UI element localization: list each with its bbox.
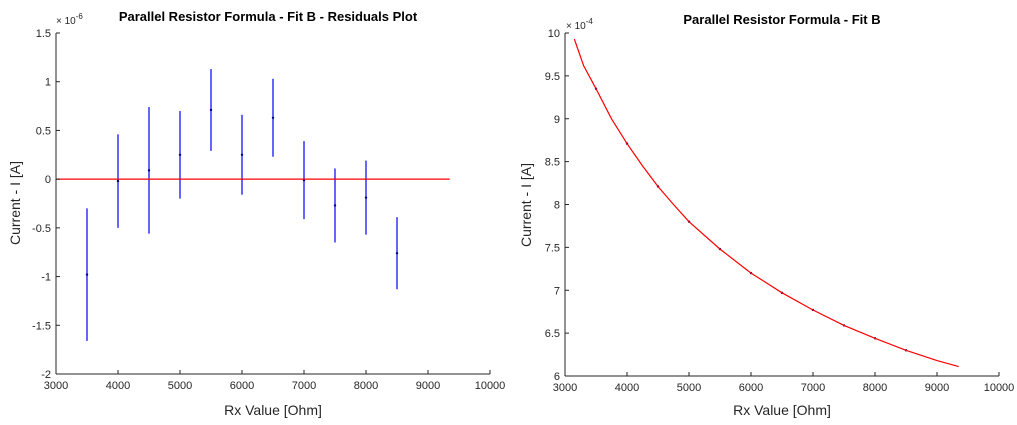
fit-y-tick-label: 9.5 (545, 71, 560, 83)
residuals-data-point (364, 196, 368, 199)
fit-x-tick-label: 4000 (615, 382, 639, 394)
fit-fit-line (573, 38, 959, 368)
residuals-y-tick-label: -1 (41, 272, 51, 284)
residuals-plot-area: 3000 4000 5000 6000 7000 8000 9000 10000 -2 -1.5 -… (32, 28, 505, 392)
residuals-x-tick-label: 6000 (230, 380, 254, 392)
residuals-y-tick-label: 0 (45, 174, 51, 186)
fit-y-tick-label: 10 (548, 28, 560, 40)
fit-y-tick-label: 7 (554, 285, 560, 297)
fit-chart-title: Parallel Resistor Formula - Fit B (683, 12, 880, 27)
fit-y-tick-label: 9 (554, 114, 560, 126)
residuals-x-tick-label: 4000 (106, 380, 130, 392)
fit-y-tick-label: 7.5 (545, 242, 560, 254)
fit-x-axis-label: Rx Value [Ohm] (733, 402, 831, 418)
residuals-data-point (271, 116, 275, 119)
residuals-data-point (85, 273, 89, 276)
fit-y-tick-label: 8.5 (545, 157, 560, 169)
residuals-data-point (240, 153, 244, 156)
residuals-x-tick-label: 3000 (44, 380, 68, 392)
residuals-y-tick-label: 0.5 (36, 125, 51, 137)
fit-chart: Parallel Resistor Formula - Fit B × 10-4… (518, 12, 1014, 418)
residuals-data-point (178, 153, 182, 156)
residuals-data-point (116, 179, 120, 183)
residuals-chart: Parallel Resistor Formula - Fit B - Resi… (7, 9, 505, 418)
residuals-data-point (209, 108, 213, 112)
residuals-x-tick-label: 7000 (292, 380, 316, 392)
residuals-y-tick-label: 1.5 (36, 28, 51, 40)
fit-x-tick-label: 9000 (925, 382, 949, 394)
fit-x-tick-label: 10000 (984, 382, 1015, 394)
residuals-x-tick-label: 10000 (475, 380, 506, 392)
fit-x-tick-label: 6000 (739, 382, 763, 394)
residuals-data-point (333, 204, 337, 207)
fit-plot-area: 3000 4000 5000 6000 7000 8000 9000 10000 6 6.5 7 7.… (545, 28, 1015, 394)
fit-x-tick-label: 5000 (677, 382, 701, 394)
residuals-data-point (147, 169, 151, 172)
fit-x-tick-label: 3000 (553, 382, 577, 394)
fit-y-exponent: × 10-4 (566, 17, 593, 32)
fit-x-tick-label: 7000 (801, 382, 825, 394)
residuals-y-tick-label: -2 (41, 369, 51, 381)
residuals-y-exponent: × 10-6 (56, 12, 83, 27)
residuals-data-point (395, 251, 399, 255)
residuals-chart-title: Parallel Resistor Formula - Fit B - Resi… (119, 9, 418, 24)
residuals-y-tick-label: -0.5 (32, 223, 51, 235)
residuals-y-tick-label: -1.5 (32, 320, 51, 332)
fit-y-axis-label: Current - I [A] (518, 163, 534, 247)
fit-x-tick-label: 8000 (863, 382, 887, 394)
fit-y-tick-label: 8 (554, 200, 560, 212)
fit-y-tick-label: 6 (554, 371, 560, 383)
residuals-x-tick-label: 9000 (416, 380, 440, 392)
residuals-y-tick-label: 1 (45, 77, 51, 89)
residuals-x-tick-label: 8000 (354, 380, 378, 392)
residuals-x-axis-label: Rx Value [Ohm] (224, 402, 322, 418)
residuals-y-axis-label: Current - I [A] (7, 161, 23, 245)
residuals-x-tick-label: 5000 (168, 380, 192, 392)
fit-y-tick-label: 6.5 (545, 328, 560, 340)
